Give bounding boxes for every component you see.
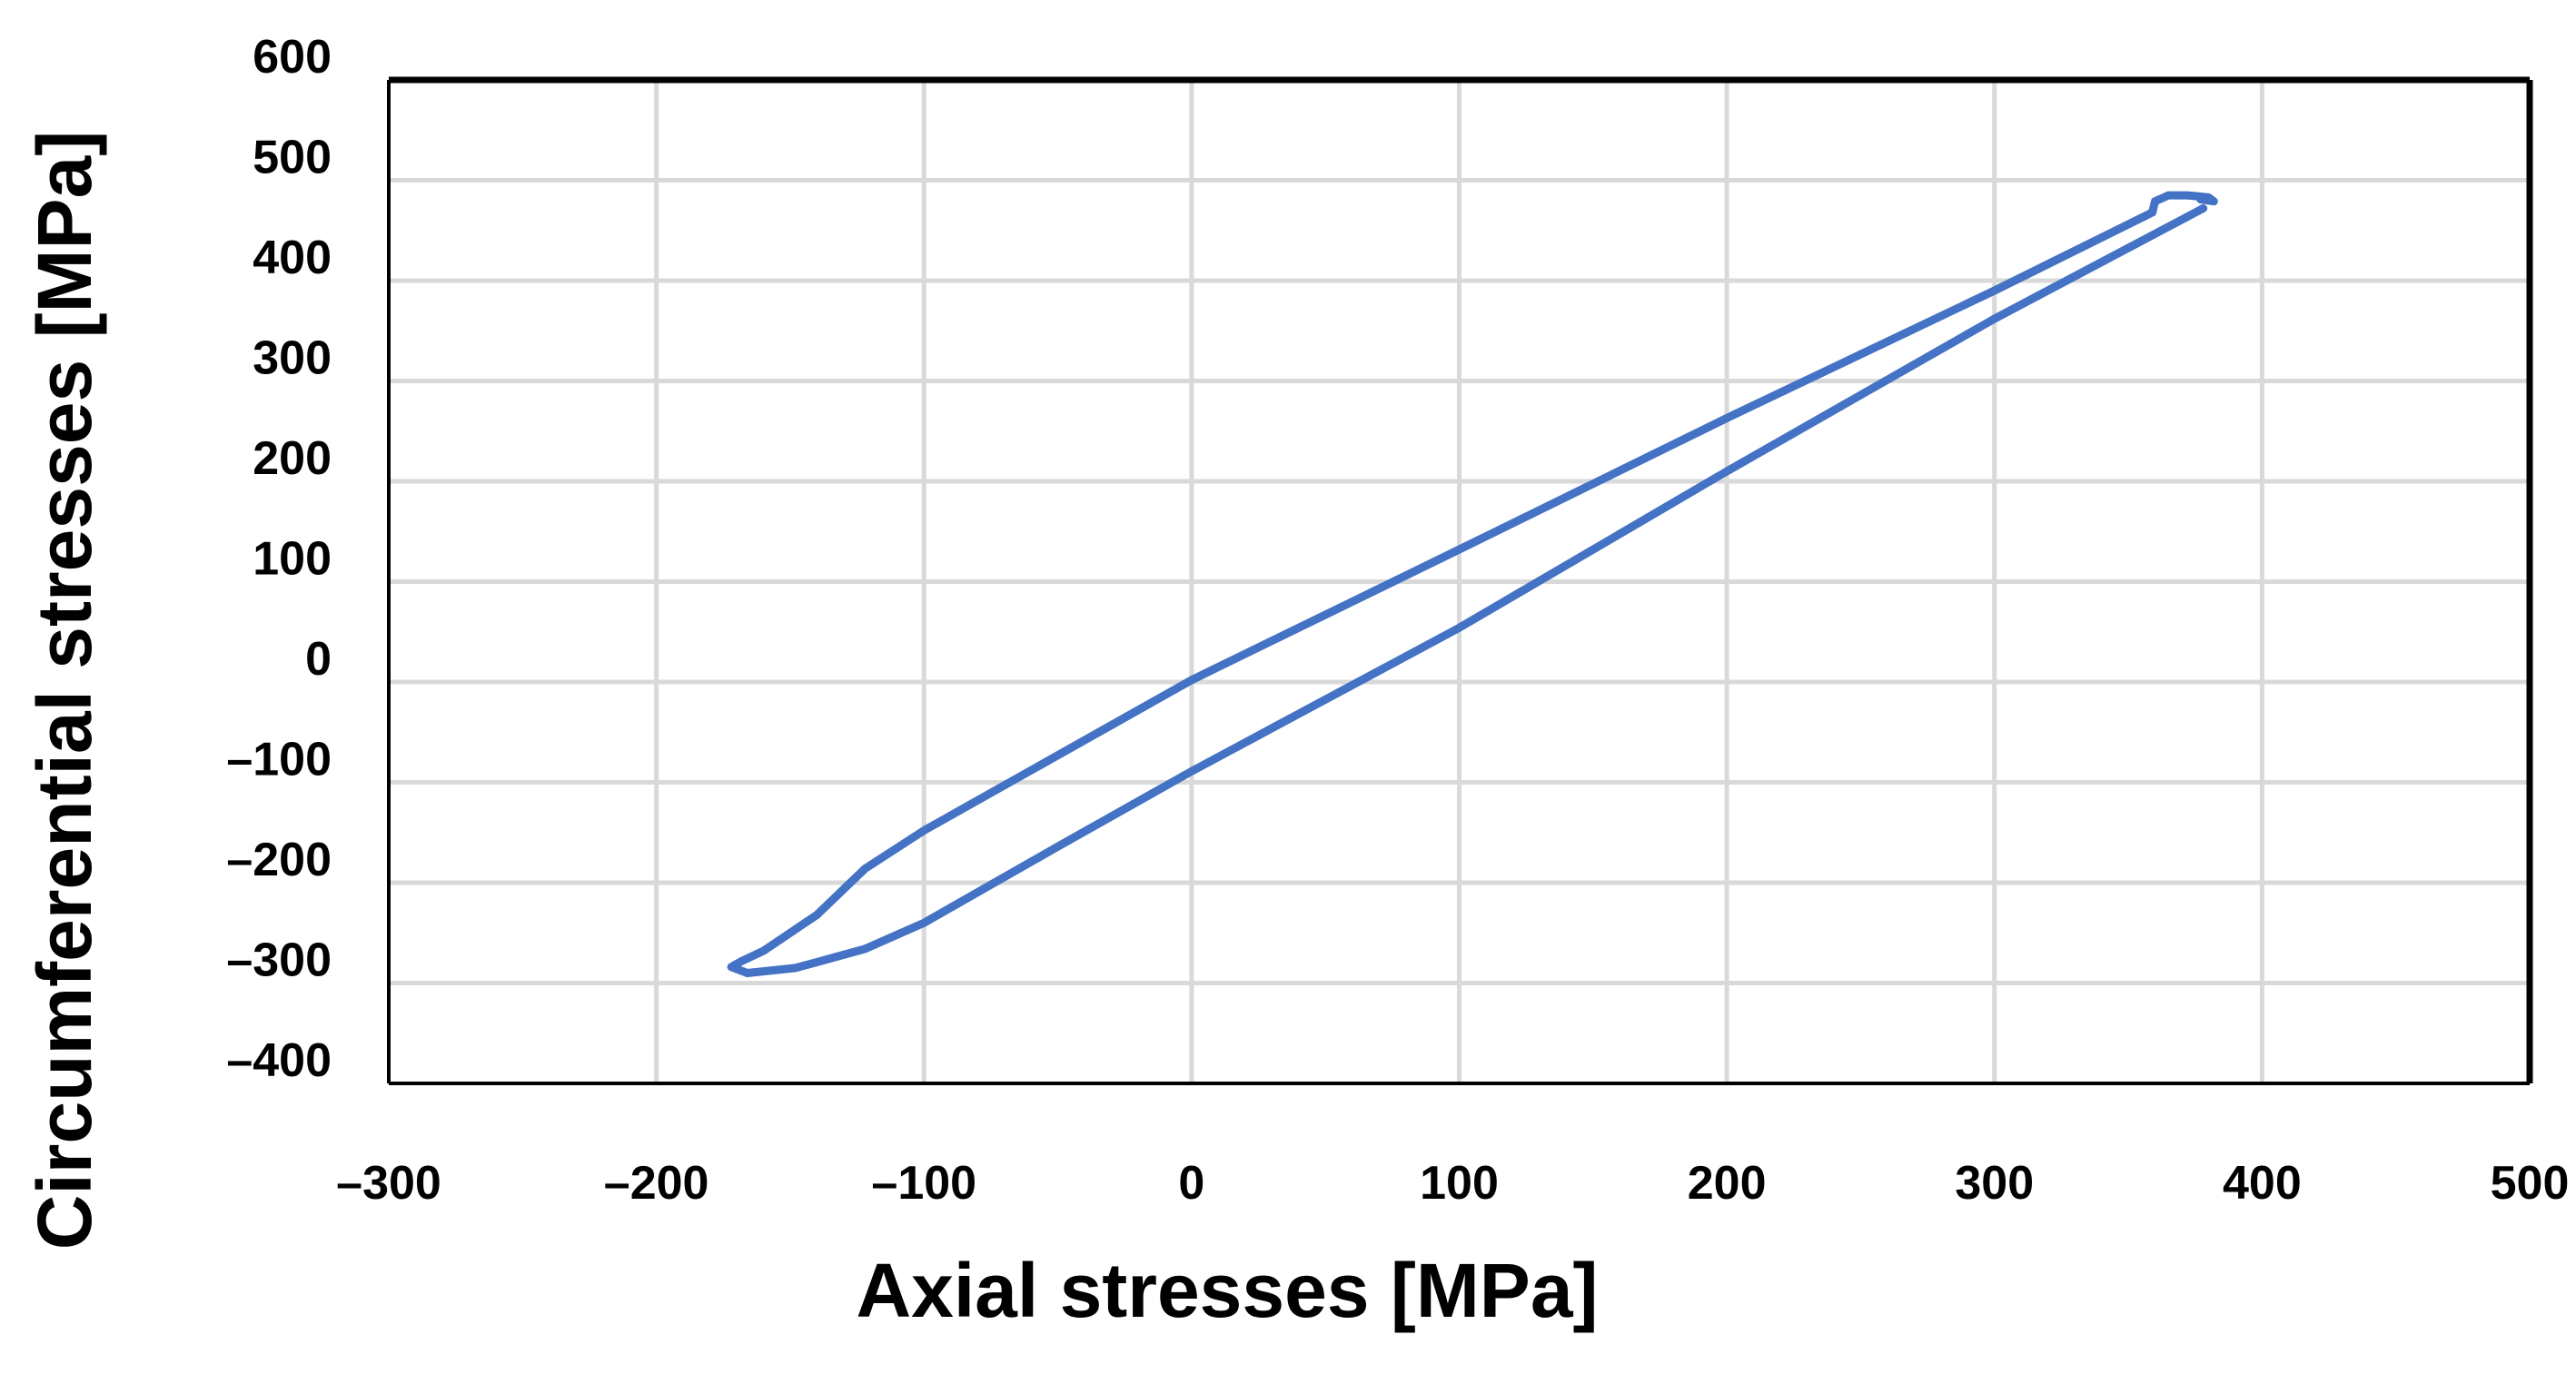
y-tick-label-10: –400 (226, 1034, 332, 1087)
x-tick-label-3: 0 (1178, 1157, 1204, 1210)
y-tick-label-4: 200 (253, 432, 332, 485)
series-line-0 (727, 191, 2218, 977)
grid-layer (389, 80, 2530, 1083)
y-tick-label-1: 500 (253, 132, 332, 184)
y-tick-label-5: 100 (253, 533, 332, 586)
x-tick-label-4: 100 (1420, 1157, 1499, 1210)
y-tick-label-2: 400 (253, 232, 332, 284)
x-tick-label-6: 300 (1955, 1157, 2034, 1210)
x-tick-label-8: 500 (2491, 1157, 2570, 1210)
x-tick-label-0: –300 (336, 1157, 441, 1210)
y-tick-label-9: –300 (226, 934, 332, 987)
y-tick-label-0: 600 (253, 31, 332, 84)
series-layer (727, 191, 2218, 977)
y-axis-label: Circumferential stresses [MPa] (22, 131, 107, 1250)
y-tick-label-6: 0 (305, 633, 332, 686)
x-tick-label-1: –200 (604, 1157, 709, 1210)
x-tick-label-7: 400 (2223, 1157, 2302, 1210)
x-axis-label: Axial stresses [MPa] (856, 1248, 1598, 1333)
x-tick-label-5: 200 (1688, 1157, 1767, 1210)
y-tick-label-7: –100 (226, 734, 332, 786)
x-tick-label-2: –100 (871, 1157, 976, 1210)
x-tick-labels: –300 –200 –100 0 100 200 300 400 500 (336, 1157, 2569, 1210)
y-tick-label-8: –200 (226, 834, 332, 886)
y-tick-labels: 600 500 400 300 200 100 0 –100 –200 –300 –400 (226, 31, 332, 1087)
y-tick-label-3: 300 (253, 332, 332, 385)
plot-frame (387, 76, 2533, 1085)
